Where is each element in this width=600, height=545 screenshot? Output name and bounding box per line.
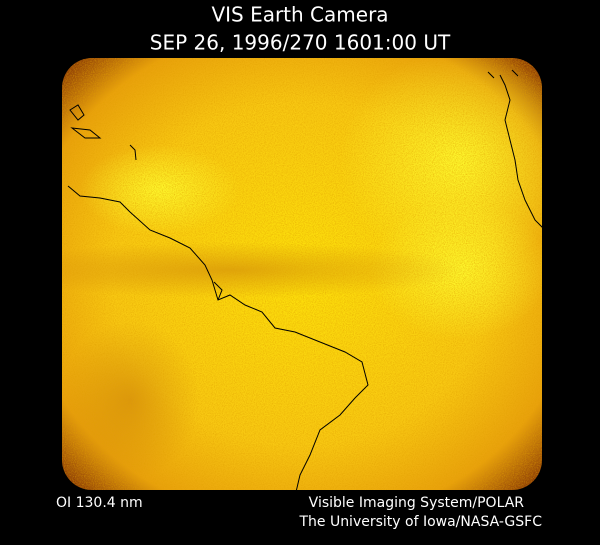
coastlines xyxy=(67,69,542,490)
credit-label: The University of Iowa/NASA-GSFC xyxy=(298,514,542,530)
image-title: VIS Earth Camera xyxy=(211,3,388,27)
instrument-label: Visible Imaging System/POLAR xyxy=(309,495,525,511)
coastline xyxy=(67,185,369,490)
image-timestamp: SEP 26, 1996/270 1601:00 UT xyxy=(150,31,451,55)
coastline xyxy=(213,281,223,301)
coastline xyxy=(499,74,542,231)
filter-label: OI 130.4 nm xyxy=(56,495,143,511)
image-noise xyxy=(62,58,542,490)
coastline xyxy=(487,69,519,79)
camera-image xyxy=(62,58,542,490)
coastline xyxy=(69,104,137,161)
